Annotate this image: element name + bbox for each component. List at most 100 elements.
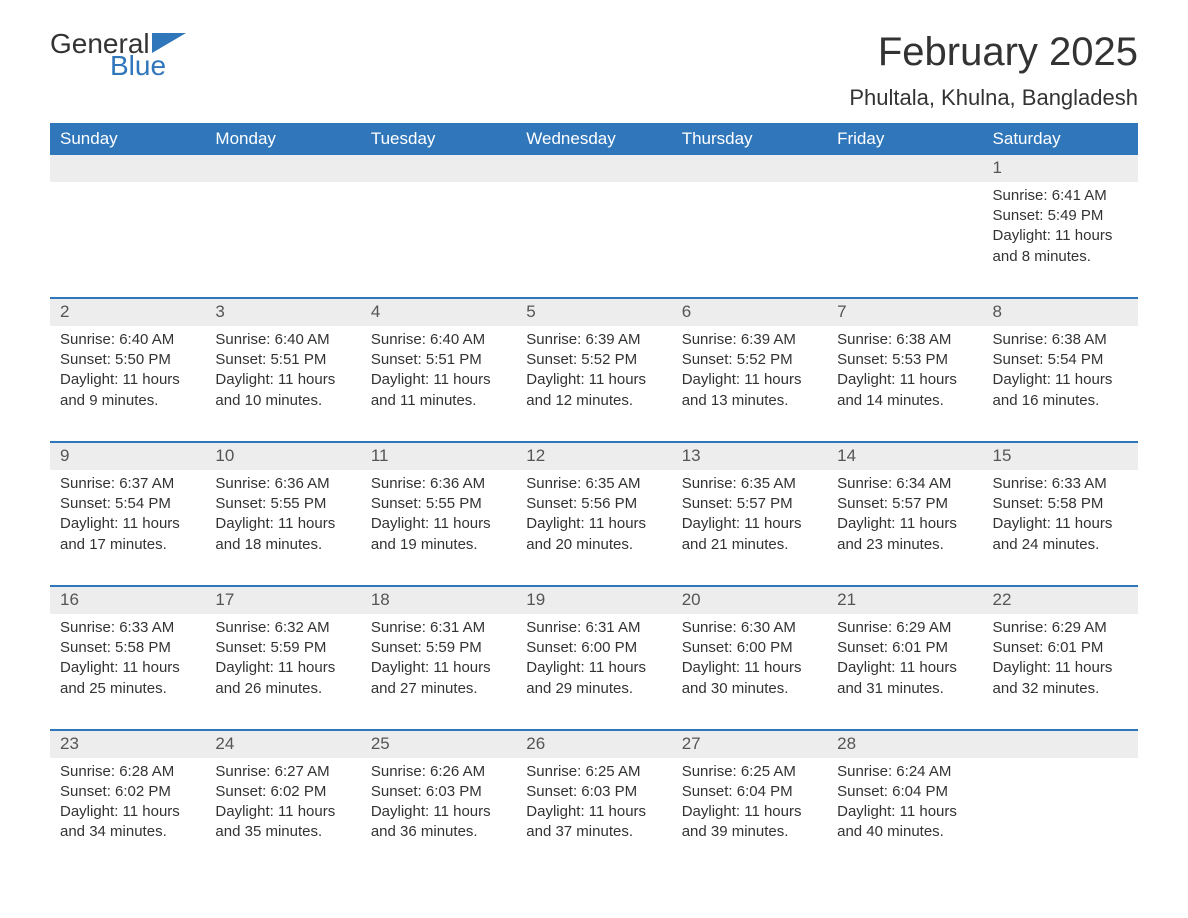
day-number: 12 bbox=[516, 442, 671, 470]
day-number: 6 bbox=[672, 298, 827, 326]
day-detail bbox=[516, 182, 671, 298]
day-detail: Sunrise: 6:30 AMSunset: 6:00 PMDaylight:… bbox=[672, 614, 827, 730]
day-number: 1 bbox=[983, 155, 1138, 182]
sunrise-text: Sunrise: 6:29 AM bbox=[993, 618, 1128, 638]
day-detail: Sunrise: 6:39 AMSunset: 5:52 PMDaylight:… bbox=[516, 326, 671, 442]
sunset-text: Sunset: 6:00 PM bbox=[526, 638, 661, 658]
day-detail: Sunrise: 6:24 AMSunset: 6:04 PMDaylight:… bbox=[827, 758, 982, 873]
sunset-text: Sunset: 5:59 PM bbox=[371, 638, 506, 658]
sunset-text: Sunset: 5:59 PM bbox=[215, 638, 350, 658]
daylight-text: Daylight: 11 hours and 40 minutes. bbox=[837, 802, 972, 843]
weekday-header-row: Sunday Monday Tuesday Wednesday Thursday… bbox=[50, 123, 1138, 155]
sunrise-text: Sunrise: 6:41 AM bbox=[993, 186, 1128, 206]
daylight-text: Daylight: 11 hours and 18 minutes. bbox=[215, 514, 350, 555]
day-detail: Sunrise: 6:40 AMSunset: 5:51 PMDaylight:… bbox=[361, 326, 516, 442]
day-detail: Sunrise: 6:28 AMSunset: 6:02 PMDaylight:… bbox=[50, 758, 205, 873]
day-detail: Sunrise: 6:27 AMSunset: 6:02 PMDaylight:… bbox=[205, 758, 360, 873]
day-number: 8 bbox=[983, 298, 1138, 326]
weekday-header: Saturday bbox=[983, 123, 1138, 155]
day-detail: Sunrise: 6:37 AMSunset: 5:54 PMDaylight:… bbox=[50, 470, 205, 586]
daylight-text: Daylight: 11 hours and 24 minutes. bbox=[993, 514, 1128, 555]
sunset-text: Sunset: 6:01 PM bbox=[993, 638, 1128, 658]
title-block: February 2025 Phultala, Khulna, Banglade… bbox=[849, 30, 1138, 111]
day-detail-row: Sunrise: 6:33 AMSunset: 5:58 PM Daylight:… bbox=[50, 614, 1138, 730]
sunset-text: Sunset: 6:03 PM bbox=[371, 782, 506, 802]
daylight-text: Daylight: 11 hours and 32 minutes. bbox=[993, 658, 1128, 699]
weekday-header: Wednesday bbox=[516, 123, 671, 155]
day-number: 9 bbox=[50, 442, 205, 470]
day-number: 16 bbox=[50, 586, 205, 614]
sunset-text: Sunset: 6:00 PM bbox=[682, 638, 817, 658]
sunrise-text: Sunrise: 6:25 AM bbox=[682, 762, 817, 782]
daylight-text: Daylight: 11 hours and 9 minutes. bbox=[60, 370, 195, 411]
day-detail-row: Sunrise: 6:28 AMSunset: 6:02 PMDaylight:… bbox=[50, 758, 1138, 873]
sunrise-text: Sunrise: 6:32 AM bbox=[215, 618, 350, 638]
sunrise-text: Sunrise: 6:24 AM bbox=[837, 762, 972, 782]
day-number: 18 bbox=[361, 586, 516, 614]
day-detail: Sunrise: 6:25 AMSunset: 6:04 PMDaylight:… bbox=[672, 758, 827, 873]
day-detail: Sunrise: 6:35 AMSunset: 5:56 PMDaylight:… bbox=[516, 470, 671, 586]
header: General Blue February 2025 Phultala, Khu… bbox=[50, 30, 1138, 111]
day-number: 7 bbox=[827, 298, 982, 326]
sunset-text: Sunset: 5:57 PM bbox=[837, 494, 972, 514]
day-number: 19 bbox=[516, 586, 671, 614]
daylight-text: Daylight: 11 hours and 29 minutes. bbox=[526, 658, 661, 699]
day-number: 20 bbox=[672, 586, 827, 614]
day-number bbox=[361, 155, 516, 182]
daylight-text: Daylight: 11 hours and 12 minutes. bbox=[526, 370, 661, 411]
sunset-text: Sunset: 5:58 PM bbox=[60, 638, 195, 658]
day-detail: Sunrise: 6:26 AMSunset: 6:03 PMDaylight:… bbox=[361, 758, 516, 873]
day-detail bbox=[983, 758, 1138, 873]
day-number: 14 bbox=[827, 442, 982, 470]
sunrise-text: Sunrise: 6:25 AM bbox=[526, 762, 661, 782]
day-number bbox=[50, 155, 205, 182]
daylight-text: Daylight: 11 hours and 31 minutes. bbox=[837, 658, 972, 699]
weekday-header: Friday bbox=[827, 123, 982, 155]
sunrise-text: Sunrise: 6:31 AM bbox=[526, 618, 661, 638]
day-number-row: 16171819202122 bbox=[50, 586, 1138, 614]
sunrise-text: Sunrise: 6:33 AM bbox=[60, 618, 195, 638]
day-number: 23 bbox=[50, 730, 205, 758]
daylight-text: Daylight: 11 hours and 27 minutes. bbox=[371, 658, 506, 699]
day-number: 15 bbox=[983, 442, 1138, 470]
day-detail: Sunrise: 6:36 AMSunset: 5:55 PMDaylight:… bbox=[205, 470, 360, 586]
sunset-text: Sunset: 5:58 PM bbox=[993, 494, 1128, 514]
sunset-text: Sunset: 5:56 PM bbox=[526, 494, 661, 514]
daylight-text: Daylight: 11 hours and 36 minutes. bbox=[371, 802, 506, 843]
sunset-text: Sunset: 5:51 PM bbox=[371, 350, 506, 370]
weekday-header: Tuesday bbox=[361, 123, 516, 155]
sunset-text: Sunset: 5:53 PM bbox=[837, 350, 972, 370]
daylight-text: Daylight: 11 hours and 11 minutes. bbox=[371, 370, 506, 411]
day-detail: Sunrise: 6:29 AMSunset: 6:01 PMDaylight:… bbox=[983, 614, 1138, 730]
daylight-text: Daylight: 11 hours and 17 minutes. bbox=[60, 514, 195, 555]
day-detail: Sunrise: 6:36 AMSunset: 5:55 PMDaylight:… bbox=[361, 470, 516, 586]
daylight-text: Daylight: 11 hours and 20 minutes. bbox=[526, 514, 661, 555]
sunset-text: Sunset: 6:04 PM bbox=[682, 782, 817, 802]
daylight-text: Daylight: 11 hours and 34 minutes. bbox=[60, 802, 195, 843]
sunset-text: Sunset: 5:57 PM bbox=[682, 494, 817, 514]
sunset-text: Sunset: 5:54 PM bbox=[60, 494, 195, 514]
sunrise-text: Sunrise: 6:35 AM bbox=[682, 474, 817, 494]
location: Phultala, Khulna, Bangladesh bbox=[849, 85, 1138, 111]
day-detail: Sunrise: 6:34 AMSunset: 5:57 PMDaylight:… bbox=[827, 470, 982, 586]
daylight-text: Daylight: 11 hours and 37 minutes. bbox=[526, 802, 661, 843]
day-number: 27 bbox=[672, 730, 827, 758]
weekday-header: Thursday bbox=[672, 123, 827, 155]
sunset-text: Sunset: 5:54 PM bbox=[993, 350, 1128, 370]
sunrise-text: Sunrise: 6:37 AM bbox=[60, 474, 195, 494]
sunset-text: Sunset: 5:50 PM bbox=[60, 350, 195, 370]
day-number: 17 bbox=[205, 586, 360, 614]
sunrise-text: Sunrise: 6:40 AM bbox=[60, 330, 195, 350]
sunrise-text: Sunrise: 6:38 AM bbox=[993, 330, 1128, 350]
weekday-header: Monday bbox=[205, 123, 360, 155]
daylight-text: Daylight: 11 hours and 35 minutes. bbox=[215, 802, 350, 843]
day-number-row: 9101112131415 bbox=[50, 442, 1138, 470]
day-detail bbox=[361, 182, 516, 298]
day-number: 2 bbox=[50, 298, 205, 326]
day-number bbox=[516, 155, 671, 182]
sunset-text: Sunset: 6:04 PM bbox=[837, 782, 972, 802]
day-detail: Sunrise: 6:38 AMSunset: 5:53 PMDaylight:… bbox=[827, 326, 982, 442]
daylight-text: Daylight: 11 hours and 23 minutes. bbox=[837, 514, 972, 555]
day-number bbox=[827, 155, 982, 182]
day-detail bbox=[205, 182, 360, 298]
